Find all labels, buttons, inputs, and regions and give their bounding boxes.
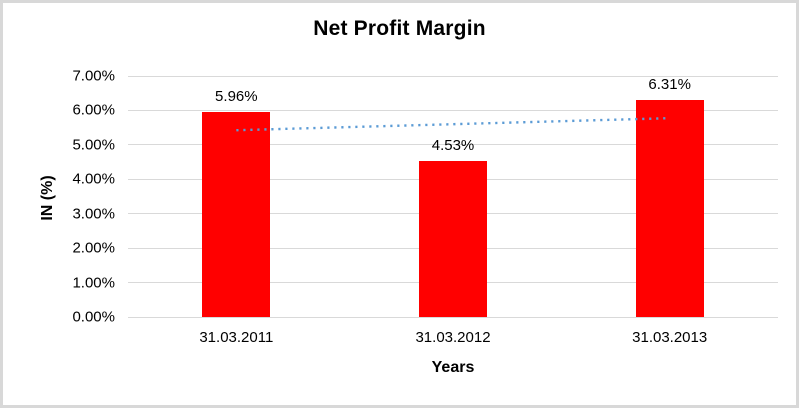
y-tick-label: 1.00% (72, 274, 115, 292)
bar-31.03.2011 (202, 111, 271, 317)
gridline (128, 316, 778, 318)
x-category-label: 31.03.2011 (199, 329, 274, 346)
chart-title: Net Profit Margin (313, 17, 486, 40)
y-tick-label: 7.00% (72, 67, 115, 85)
y-tick-label: 5.00% (72, 136, 115, 154)
x-category-label: 31.03.2012 (415, 329, 491, 346)
gridline (128, 144, 778, 146)
y-tick-label: 2.00% (72, 239, 115, 257)
y-tick-label: 3.00% (72, 205, 115, 223)
plot-area: 5.96% 4.53% 6.31% (128, 75, 778, 318)
bar-data-label: 6.31% (648, 75, 691, 93)
y-tick-label: 6.00% (72, 101, 115, 119)
bar-data-label: 4.53% (431, 137, 475, 155)
trendline (236, 116, 670, 132)
x-axis-category-labels: 31.03.2011 31.03.2012 31.03.2013 (128, 329, 778, 346)
gridline (128, 75, 778, 77)
bar-data-label: 5.96% (215, 87, 258, 105)
gridline (128, 109, 778, 111)
x-axis-title: Years (431, 359, 475, 376)
bar-31.03.2013 (635, 99, 704, 317)
y-tick-label: 4.00% (72, 170, 115, 188)
y-tick-label: 0.00% (72, 308, 115, 326)
y-axis-tick-labels: 0.00% 1.00% 2.00% 3.00% 4.00% 5.00% 6.00% 7.00% (3, 68, 115, 326)
x-category-label: 31.03.2013 (632, 329, 708, 346)
bar-31.03.2012 (419, 161, 487, 317)
